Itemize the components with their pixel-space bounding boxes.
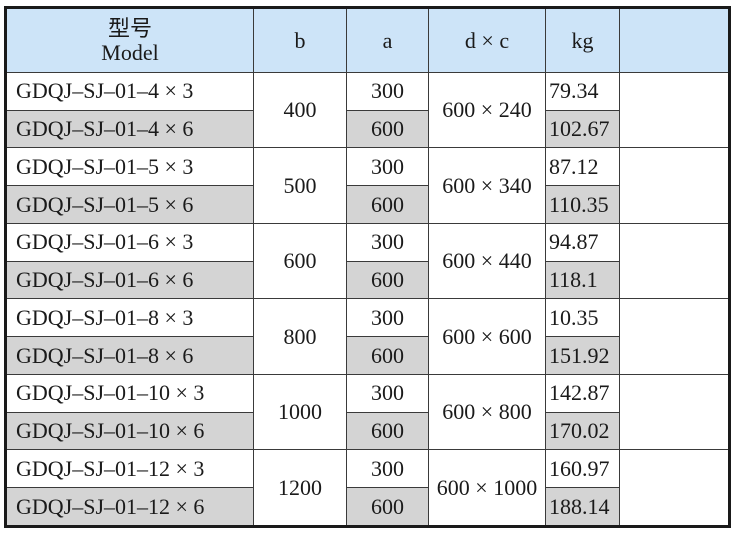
b-cell: 1000 [253,373,347,451]
dxc-cell: 600 × 240 [428,71,546,149]
table-row: GDQJ–SJ–01–12 × 6 600 188.14 [5,487,730,527]
kg-cell: 102.67 [545,109,620,149]
model-cell: GDQJ–SJ–01–8 × 6 [5,336,254,375]
kg-cell: 151.92 [545,336,620,375]
a-cell: 300 [346,449,429,489]
dxc-cell: 600 × 600 [428,298,546,375]
model-cell: GDQJ–SJ–01–5 × 3 [5,147,254,187]
b-cell: 1200 [253,449,347,527]
model-cell: GDQJ–SJ–01–12 × 3 [5,449,254,489]
extra-cell [619,449,730,527]
kg-cell: 142.87 [545,373,620,413]
a-cell: 600 [346,185,429,224]
table-row: GDQJ–SJ–01–4 × 3 400 300 600 × 240 79.34 [5,71,730,149]
header-model-cn: 型号 [107,16,152,42]
kg-cell: 170.02 [545,411,620,451]
table-row: GDQJ–SJ–01–10 × 6 600 170.02 [5,411,730,451]
dxc-cell: 600 × 440 [428,222,546,300]
extra-cell [619,71,730,149]
b-cell: 800 [253,298,347,375]
header-dxc: d × c [428,7,546,73]
model-cell: GDQJ–SJ–01–12 × 6 [5,487,254,527]
table-row: GDQJ–SJ–01–6 × 3 600 300 600 × 440 94.87 [5,222,730,300]
kg-cell: 160.97 [545,449,620,489]
dxc-cell: 600 × 340 [428,147,546,224]
kg-cell: 87.12 [545,147,620,187]
table-row: GDQJ–SJ–01–5 × 6 600 110.35 [5,185,730,224]
extra-cell [619,147,730,224]
kg-cell: 79.34 [545,72,620,111]
model-cell: GDQJ–SJ–01–5 × 6 [5,185,254,224]
model-cell: GDQJ–SJ–01–6 × 3 [5,222,254,262]
table-row: GDQJ–SJ–01–8 × 3 800 300 600 × 600 10.35 [5,298,730,375]
table-row: GDQJ–SJ–01–4 × 6 600 102.67 [5,109,730,149]
kg-cell: 110.35 [545,185,620,224]
kg-cell: 118.1 [545,260,620,300]
model-cell: GDQJ–SJ–01–10 × 3 [5,373,254,413]
a-cell: 600 [346,336,429,375]
a-cell: 600 [346,260,429,300]
extra-cell [619,373,730,451]
kg-cell: 10.35 [545,298,620,338]
table-row: GDQJ–SJ–01–5 × 3 500 300 600 × 340 87.12 [5,147,730,224]
spec-table: 型号 Model b a d × c kg GDQJ–SJ–01–4 × 3 4… [4,6,731,528]
header-row: 型号 Model b a d × c kg [5,7,730,73]
table-row: GDQJ–SJ–01–8 × 6 600 151.92 [5,336,730,375]
a-cell: 300 [346,147,429,187]
kg-cell: 94.87 [545,222,620,262]
a-cell: 600 [346,487,429,527]
b-cell: 400 [253,71,347,149]
header-kg: kg [545,7,620,73]
model-cell: GDQJ–SJ–01–6 × 6 [5,260,254,300]
dxc-cell: 600 × 800 [428,373,546,451]
model-cell: GDQJ–SJ–01–4 × 3 [5,72,254,111]
header-extra [619,7,730,73]
a-cell: 600 [346,109,429,149]
model-cell: GDQJ–SJ–01–8 × 3 [5,298,254,338]
header-a: a [346,7,429,73]
table-row: GDQJ–SJ–01–10 × 3 1000 300 600 × 800 142… [5,373,730,451]
table-row: GDQJ–SJ–01–12 × 3 1200 300 600 × 1000 16… [5,449,730,527]
header-model-en: Model [101,39,159,65]
table-body: GDQJ–SJ–01–4 × 3 400 300 600 × 240 79.34… [5,71,730,527]
a-cell: 300 [346,222,429,262]
extra-cell [619,298,730,375]
table-row: GDQJ–SJ–01–6 × 6 600 118.1 [5,260,730,300]
header-b: b [253,7,347,73]
header-model: 型号 Model [5,7,254,73]
b-cell: 500 [253,147,347,224]
a-cell: 300 [346,72,429,111]
extra-cell [619,222,730,300]
a-cell: 300 [346,298,429,338]
model-cell: GDQJ–SJ–01–4 × 6 [5,109,254,149]
kg-cell: 188.14 [545,487,620,527]
a-cell: 300 [346,373,429,413]
b-cell: 600 [253,222,347,300]
a-cell: 600 [346,411,429,451]
dxc-cell: 600 × 1000 [428,449,546,527]
model-cell: GDQJ–SJ–01–10 × 6 [5,411,254,451]
